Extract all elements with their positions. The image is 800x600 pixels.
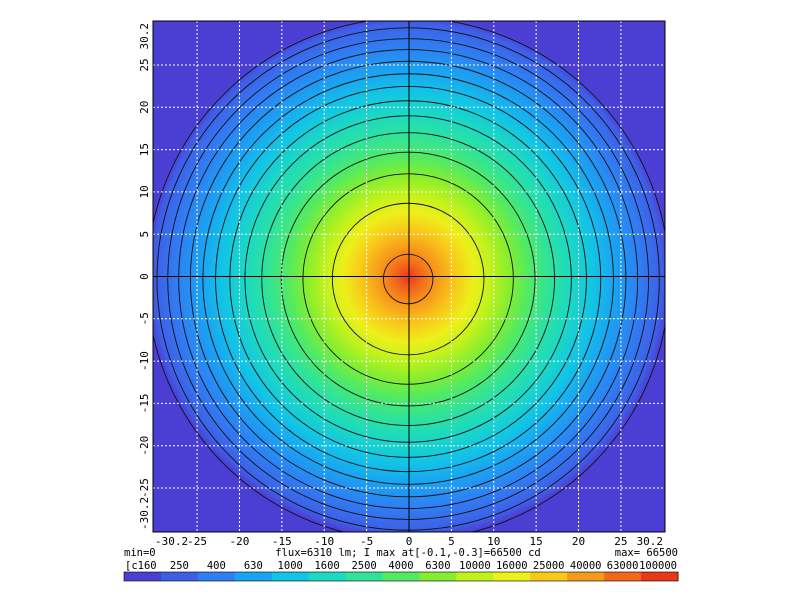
y-tick-label: -5 — [138, 312, 151, 325]
colorbar-label: 16000 — [496, 560, 528, 572]
flux-label: flux=6310 lm; I max at[-0.1,-0.3]=66500 … — [275, 547, 541, 559]
colorbar-swatch — [493, 572, 531, 581]
plot-frame — [152, 20, 666, 533]
y-tick-label: 10 — [138, 185, 151, 198]
contour-level-5 — [202, 73, 614, 485]
colorbar-swatch — [604, 572, 642, 581]
x-tick-label: 10 — [487, 535, 500, 548]
y-tick-label: 0 — [138, 273, 151, 280]
colorbar-label: 100000 — [639, 560, 677, 572]
max-label: max= 66500 — [615, 547, 678, 559]
colorbar-swatch — [234, 572, 273, 581]
colorbar-label: 63000 — [607, 560, 639, 572]
y-tick-label: -25 — [138, 478, 151, 498]
colorbar-swatch — [382, 572, 420, 581]
colorbar-label: 1600 — [314, 560, 339, 572]
colorbar-labels: [c160 250 400 630 1000 1600 2500 4000 6300 10000 1… — [125, 560, 677, 572]
x-tick-label: 5 — [448, 535, 455, 548]
x-tick-label: -15 — [272, 535, 292, 548]
y-tick-label: -10 — [138, 351, 151, 371]
y-tick-label: 20 — [138, 101, 151, 114]
y-tick-label: 15 — [138, 143, 151, 156]
contour-level-7 — [229, 100, 587, 458]
y-tick-label: 25 — [138, 58, 151, 71]
colorbar-label: 2500 — [351, 560, 376, 572]
x-tick-labels: -30.2 -25 -20 -15 -10 -5 0 5 10 15 20 25 30.2 — [155, 535, 663, 548]
x-tick-label: 15 — [530, 535, 543, 548]
contour-level-1 — [156, 27, 660, 531]
x-tick-label: -25 — [187, 535, 207, 548]
colorbar-swatch — [308, 572, 347, 581]
colorbar-label: 40000 — [570, 560, 602, 572]
colorbar-label: 400 — [207, 560, 226, 572]
colorbar-swatch — [160, 572, 199, 581]
contour-level-8 — [244, 115, 572, 443]
x-tick-label: 25 — [614, 535, 627, 548]
colorbar-label: 1000 — [278, 560, 303, 572]
colorbar-label: 630 — [244, 560, 263, 572]
center-axes — [153, 21, 665, 532]
colorbar-label: 6300 — [425, 560, 450, 572]
colorbar-label: 10000 — [459, 560, 491, 572]
y-tick-label: -20 — [138, 436, 151, 456]
contour-level-2 — [167, 38, 650, 520]
y-tick-label: 30.2 — [138, 23, 151, 50]
plot-area — [152, 20, 666, 533]
colorbar-frame — [123, 571, 679, 582]
colorbar-swatch — [530, 572, 568, 581]
x-tick-label: -20 — [230, 535, 250, 548]
contour-level-9 — [261, 132, 556, 426]
colorbar-swatch — [567, 572, 605, 581]
y-tick-labels: 30.2 25 20 15 10 5 0 -5 -10 -15 -20 -25-30.2 — [138, 23, 151, 530]
colorbar-swatch — [641, 572, 679, 581]
colorbar-swatch — [271, 572, 310, 581]
x-tick-label: 0 — [406, 535, 413, 548]
colorbar-swatch — [345, 572, 384, 581]
x-tick-label: 20 — [572, 535, 585, 548]
contour-level-3 — [178, 49, 639, 509]
contour-level-12 — [331, 202, 485, 356]
colorbar-label: [c160 — [125, 560, 157, 572]
y-tick-label: 5 — [138, 231, 151, 238]
contour-level-13 — [383, 253, 434, 305]
x-tick-label: -10 — [314, 535, 334, 548]
contour-level-11 — [302, 173, 514, 385]
contour-level-6 — [215, 85, 602, 473]
colorbar — [123, 571, 679, 582]
y-tick-label: -15 — [138, 393, 151, 413]
colorbar-swatch — [124, 572, 162, 581]
colorbar-label: 25000 — [533, 560, 565, 572]
y-tick-label: -30.2 — [138, 497, 151, 530]
contour-lines — [153, 21, 665, 532]
colorbar-swatch — [419, 572, 457, 581]
min-label: min=0 — [124, 547, 156, 559]
contour-level-10 — [280, 151, 536, 407]
colorbar-swatch — [197, 572, 236, 581]
contour-level-4 — [189, 60, 627, 498]
colorbar-label: 4000 — [388, 560, 413, 572]
colorbar-swatch — [456, 572, 494, 581]
x-tick-label: -5 — [360, 535, 373, 548]
x-tick-label: -30.2 — [155, 535, 188, 548]
x-tick-label: 30.2 — [637, 535, 664, 548]
colorbar-label: 250 — [170, 560, 189, 572]
